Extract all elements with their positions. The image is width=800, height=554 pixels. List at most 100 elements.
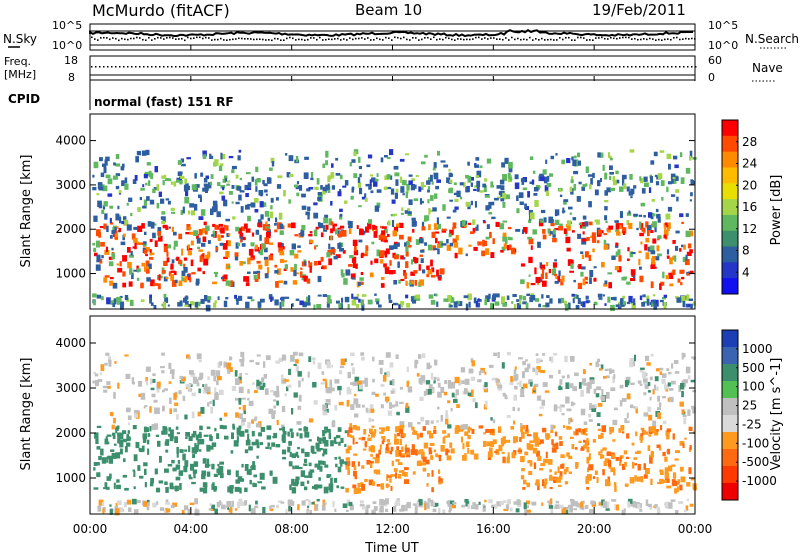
range-gate-cell [613, 374, 616, 379]
range-gate-cell [468, 368, 474, 374]
range-gate-cell [266, 231, 271, 239]
range-gate-cell [616, 243, 619, 246]
range-gate-cell [201, 474, 206, 480]
range-gate-cell [218, 165, 223, 172]
range-gate-cell [420, 258, 424, 263]
range-gate-cell [251, 232, 255, 237]
range-gate-cell [652, 221, 657, 228]
range-gate-cell [554, 219, 560, 225]
range-gate-cell [423, 215, 428, 222]
range-gate-cell [380, 483, 385, 490]
nave-point [447, 66, 449, 68]
range-gate-cell [366, 460, 371, 465]
range-gate-cell [202, 236, 207, 242]
range-gate-cell [272, 476, 278, 484]
range-gate-cell [640, 437, 643, 443]
range-gate-cell [163, 293, 167, 298]
nave-point [395, 66, 397, 68]
range-gate-cell [601, 425, 606, 433]
range-gate-cell [626, 186, 630, 192]
range-gate-cell [137, 225, 143, 232]
range-gate-cell [623, 183, 627, 190]
range-gate-cell [304, 261, 307, 266]
range-gate-cell [223, 300, 228, 308]
range-gate-cell [357, 177, 361, 183]
range-gate-cell [324, 426, 328, 430]
nsearch-point [574, 39, 576, 41]
range-gate-cell [626, 412, 629, 419]
range-gate-cell [678, 385, 681, 392]
nsearch-point [562, 38, 564, 41]
range-gate-cell [582, 278, 586, 286]
nsearch-point [421, 38, 423, 41]
range-gate-cell [411, 217, 416, 221]
range-gate-cell [185, 436, 188, 439]
range-gate-cell [312, 382, 317, 388]
nsearch-point [316, 38, 318, 41]
range-gate-cell [239, 359, 242, 362]
range-gate-cell [149, 294, 152, 301]
power-heatmap [92, 149, 697, 312]
range-gate-cell [538, 175, 541, 182]
range-gate-cell [251, 176, 255, 182]
range-gate-cell [604, 206, 608, 211]
range-gate-cell [244, 487, 248, 493]
range-gate-cell [567, 504, 572, 508]
range-gate-cell [116, 263, 119, 266]
range-gate-cell [109, 509, 113, 515]
range-gate-cell [200, 407, 205, 414]
nsearch-point [253, 38, 255, 41]
range-gate-cell [353, 453, 358, 456]
range-gate-cell [640, 202, 645, 207]
range-gate-cell [360, 253, 364, 258]
range-gate-cell [322, 436, 326, 444]
range-gate-cell [389, 175, 393, 180]
range-gate-cell [447, 400, 451, 404]
range-gate-cell [682, 415, 687, 418]
range-gate-cell [553, 264, 556, 272]
range-gate-cell [448, 187, 453, 194]
range-gate-cell [130, 212, 133, 217]
range-gate-cell [437, 391, 442, 398]
range-gate-cell [592, 172, 595, 179]
range-gate-cell [440, 445, 445, 452]
nave-point [479, 66, 481, 68]
range-gate-cell [354, 393, 357, 397]
nave-point [119, 66, 121, 68]
range-gate-cell [639, 368, 644, 373]
range-gate-cell [429, 433, 434, 439]
range-gate-cell [421, 226, 426, 231]
nave-point [335, 66, 337, 68]
range-gate-cell [643, 378, 648, 383]
range-gate-cell [417, 450, 421, 455]
range-gate-cell [176, 453, 179, 458]
range-gate-cell [333, 436, 337, 444]
nsearch-point [676, 36, 678, 39]
range-gate-cell [692, 407, 696, 414]
range-gate-cell [556, 477, 561, 483]
range-gate-cell [537, 359, 543, 362]
range-gate-cell [506, 295, 510, 301]
nave-point [375, 66, 377, 68]
range-gate-cell [157, 283, 161, 290]
range-gate-cell [569, 417, 573, 423]
range-gate-cell [472, 398, 476, 403]
range-gate-cell [336, 435, 341, 439]
range-gate-cell [369, 428, 373, 433]
range-gate-cell [203, 434, 209, 437]
range-gate-cell [350, 195, 354, 200]
nsearch-point [307, 38, 309, 41]
colorbar-tick-label: 8 [742, 244, 750, 258]
range-gate-cell [276, 184, 282, 189]
nsearch-point [115, 37, 117, 40]
range-gate-cell [658, 402, 662, 407]
range-gate-cell [375, 178, 378, 182]
range-gate-cell [272, 436, 276, 439]
range-gate-cell [426, 273, 430, 278]
range-gate-cell [427, 498, 431, 503]
range-gate-cell [129, 254, 134, 258]
range-gate-cell [528, 238, 534, 245]
range-gate-cell [382, 236, 387, 242]
range-gate-cell [112, 303, 116, 308]
range-gate-cell [573, 183, 577, 191]
